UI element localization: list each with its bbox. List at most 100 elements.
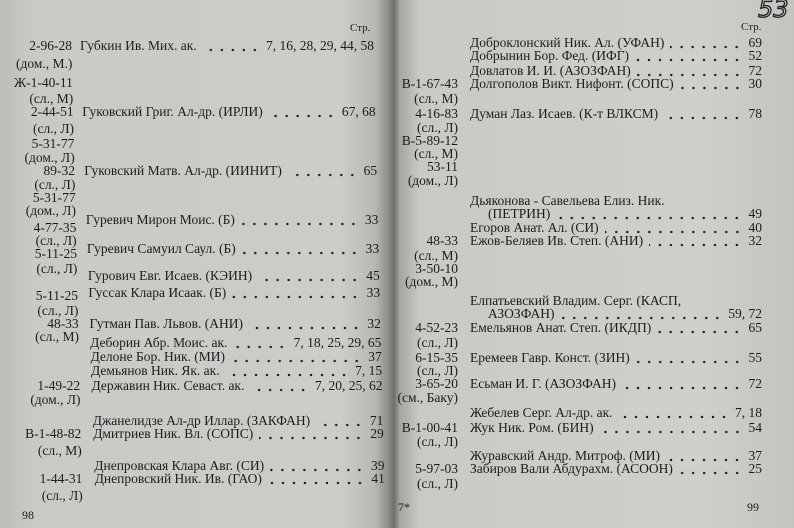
- phone-number: В-1-67-43: [401, 75, 458, 91]
- dot-leader: [618, 407, 729, 419]
- phone-number: 4-52-23: [415, 319, 458, 335]
- page-references: 39: [370, 457, 385, 473]
- phone-note: (сл., М): [414, 90, 458, 106]
- directory-entry: Забиров Вали Абдурахм. (АСООН) 25: [470, 460, 762, 476]
- directory-entry: Делоне Бор. Ник. (МИ) 37: [90, 348, 382, 364]
- phone-number: Ж-1-40-11: [14, 74, 73, 90]
- entry-name: Гуковский Матв. Ал-др. (ИИНИТ): [84, 162, 282, 178]
- directory-entry: Журавский Андр. Митроф. (МИ) 37: [470, 448, 762, 462]
- entry-name: Джанелидзе Ал-др Иллар. (ЗАКФАН): [92, 412, 311, 428]
- directory-entry: Державин Ник. Севаст. ак. 7, 20, 25, 62: [91, 377, 383, 393]
- page-references: 69: [748, 34, 763, 50]
- dot-leader: [258, 270, 361, 282]
- phone-note: (сл., Л): [416, 119, 458, 135]
- entry-name: Есьман И. Г. (АЗОЗФАН): [470, 375, 616, 391]
- dot-leader: [202, 40, 260, 52]
- entry-name: Демьянов Ник. Як. ак.: [91, 362, 220, 378]
- dot-leader: [259, 428, 365, 440]
- page-references: 45: [366, 267, 380, 283]
- entry-name: Гуревич Самуил Саул. (Б): [86, 240, 236, 256]
- dot-leader: [635, 352, 743, 364]
- page-references: 7, 20, 25, 62: [314, 377, 383, 393]
- page-references: 7, 16, 28, 29, 44, 58: [266, 37, 374, 53]
- page-references: 7, 15: [355, 362, 383, 378]
- entry-name: Днепровский Ник. Ив. (ГАО): [94, 470, 262, 486]
- page-references: 33: [366, 284, 381, 300]
- phone-note: (дом., М): [404, 273, 458, 289]
- dot-leader: [664, 108, 743, 120]
- phone-number: 4-16-83: [415, 105, 458, 121]
- directory-entry: Доброклонский Ник. Ал. (УФАН) 69: [470, 34, 763, 50]
- page-references: 33: [365, 240, 380, 256]
- phone-number: 1-49-22: [37, 377, 81, 393]
- page-references: 52: [748, 47, 763, 63]
- page-references: 32: [748, 232, 763, 248]
- dot-leader: [604, 222, 743, 234]
- directory-entry: Жук Ник. Ром. (БИН) 54: [470, 419, 763, 435]
- page-references: 72: [748, 375, 763, 391]
- directory-entry: Довлатов И. И. (АЗОЗФАН) 72: [470, 63, 762, 77]
- phone-number: 48-33: [47, 315, 79, 331]
- directory-entry: Гуковский Матв. Ал-др. (ИИНИТ) 65: [84, 162, 378, 178]
- phone-note: (дом., Л): [25, 202, 76, 218]
- page-column-header: Стр.: [350, 22, 371, 34]
- entry-name: Дмитриев Ник. Вл. (СОПС): [93, 425, 254, 441]
- directory-entry: Есьман И. Г. (АЗОЗФАН) 72: [470, 375, 763, 391]
- directory-entry: Егоров Анат. Ал. (СИ) 40: [470, 220, 762, 234]
- directory-entry: Ежов-Беляев Ив. Степ. (АНИ) 32: [470, 232, 763, 248]
- entry-name: Державин Ник. Севаст. ак.: [91, 377, 245, 393]
- phone-number: 48-33: [426, 232, 459, 248]
- directory-entry: Губкин Ив. Мих. ак. 7, 16, 28, 29, 44, 58: [80, 37, 374, 53]
- entry-name: Еремеев Гавр. Конст. (ЗИН): [470, 349, 630, 365]
- page-references: 65: [363, 162, 378, 178]
- phone-number: 5-31-77: [32, 189, 76, 205]
- directory-entry: Днепровская Клара Авг. (СИ) 39: [94, 457, 385, 473]
- page-references: 55: [748, 349, 763, 365]
- page-references: 54: [748, 419, 763, 435]
- page-references: 37: [368, 348, 382, 364]
- directory-entry: Гутман Пав. Львов. (АНИ) 32: [89, 315, 381, 331]
- directory-entry: Дмитриев Ник. Вл. (СОПС) 29: [93, 425, 384, 441]
- entry-name: Забиров Вали Абдурахм. (АСООН): [470, 460, 673, 476]
- dot-leader: [679, 78, 743, 90]
- phone-note: (дом., Л): [24, 149, 75, 165]
- dot-leader: [240, 214, 359, 226]
- dot-leader: [636, 65, 743, 77]
- phone-note: (сл., М): [37, 442, 82, 458]
- phone-note: (сл., Л): [37, 302, 79, 318]
- dot-leader: [316, 415, 364, 427]
- page-references: 78: [748, 105, 763, 121]
- phone-number: В-1-48-82: [25, 425, 82, 441]
- dot-leader: [621, 378, 743, 390]
- entry-name: Думан Лаз. Исаев. (К-т ВЛКСМ): [470, 105, 659, 121]
- phone-number: 3-65-20: [415, 375, 458, 391]
- phone-note: (сл., Л): [36, 260, 78, 276]
- dot-leader: [635, 50, 743, 62]
- phone-number: 5-97-03: [415, 460, 458, 476]
- phone-note: (сл., Л): [416, 475, 458, 491]
- page-column-header: Стр.: [741, 21, 762, 33]
- phone-note: (сл., Л): [32, 120, 74, 136]
- directory-entry: Днепровский Ник. Ив. (ГАО) 41: [94, 470, 385, 486]
- directory-entry: Гуссак Клара Исаак. (Б) 33: [88, 284, 381, 300]
- dot-leader: [649, 235, 743, 247]
- entry-name: Гуревич Мирон Моис. (Б): [85, 211, 235, 227]
- phone-note: (сл., Л): [35, 232, 77, 248]
- left-page: Стр. 98 2-96-28 (дом., М.) Ж-1-40-11 (сл., …: [0, 0, 392, 528]
- phone-number: 2-96-28: [29, 37, 72, 53]
- page-references: 32: [367, 315, 381, 331]
- directory-entry: Джанелидзе Ал-др Иллар. (ЗАКФАН) 71: [92, 412, 384, 428]
- dot-leader: [665, 450, 743, 462]
- page-references: 49: [748, 205, 763, 221]
- entry-name: Гутман Пав. Львов. (АНИ): [89, 315, 243, 331]
- entry-name: Добрынин Бор. Фед. (ИФГ): [470, 47, 630, 63]
- directory-entry: Деборин Абр. Моис. ак. 7, 18, 25, 29, 65: [90, 335, 381, 349]
- phone-note: (сл., Л): [416, 433, 458, 449]
- phone-number: В-1-00-41: [401, 419, 458, 435]
- entry-name: Делоне Бор. Ник. (МИ): [90, 348, 226, 364]
- page-references: 33: [364, 211, 379, 227]
- directory-entry: Думан Лаз. Исаев. (К-т ВЛКСМ) 78: [470, 105, 763, 121]
- directory-entry: Гуковский Григ. Ал-др. (ИРЛИ) 67, 68: [82, 104, 375, 118]
- page-references: 29: [370, 425, 384, 441]
- phone-number: 4-77-35: [33, 219, 77, 235]
